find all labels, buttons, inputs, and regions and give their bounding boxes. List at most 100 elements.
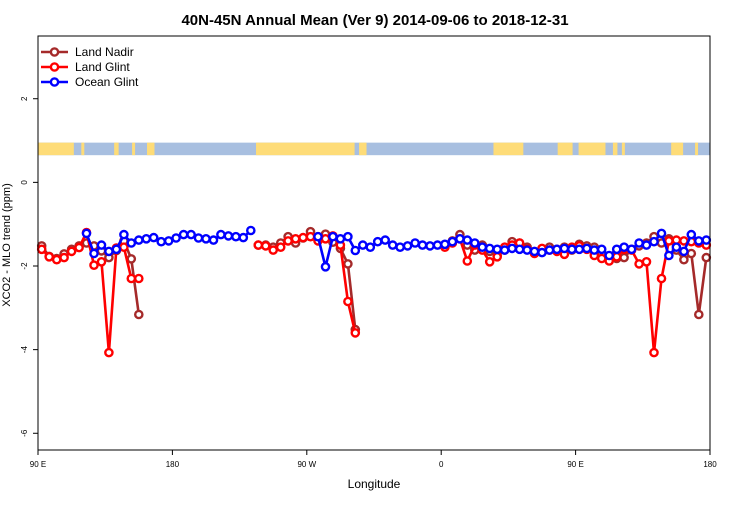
land-band xyxy=(114,142,119,156)
y-axis-label: XCO2 - MLO trend (ppm) xyxy=(1,183,13,306)
y-tick-label: 0 xyxy=(20,180,29,185)
legend-label: Land Glint xyxy=(75,60,130,74)
land-band xyxy=(147,142,155,156)
data-point xyxy=(133,309,144,320)
data-point xyxy=(357,240,368,250)
data-point xyxy=(320,233,331,244)
data-point xyxy=(268,245,279,255)
data-point xyxy=(604,250,615,261)
data-point xyxy=(350,328,361,338)
data-point xyxy=(119,229,129,240)
data-point xyxy=(81,228,92,239)
data-point xyxy=(552,244,562,255)
data-point xyxy=(567,244,577,255)
land-band xyxy=(359,142,367,156)
land-band xyxy=(671,142,684,156)
y-tick-label: -2 xyxy=(20,262,29,270)
data-point xyxy=(694,236,704,246)
data-point xyxy=(440,239,450,250)
data-point xyxy=(649,347,659,358)
data-point xyxy=(231,231,241,242)
y-tick-label: -6 xyxy=(20,429,29,437)
data-point xyxy=(686,248,697,259)
legend-marker xyxy=(49,47,60,57)
x-tick-label: 90 W xyxy=(297,460,316,469)
data-point xyxy=(671,242,682,252)
data-point xyxy=(163,236,174,246)
x-tick-label: 90 E xyxy=(567,460,583,469)
series-layer xyxy=(36,225,712,358)
data-point xyxy=(238,232,249,243)
land-band xyxy=(256,142,355,156)
data-point xyxy=(305,231,316,242)
series-ocean-glint xyxy=(81,225,712,272)
data-point xyxy=(611,251,622,262)
land-band xyxy=(38,142,74,156)
data-point xyxy=(36,244,47,255)
data-point xyxy=(410,238,420,248)
land-band xyxy=(695,142,699,156)
legend-label: Ocean Glint xyxy=(75,75,139,89)
data-point xyxy=(104,246,114,257)
data-point xyxy=(133,235,144,245)
data-point xyxy=(350,245,361,256)
data-point xyxy=(343,259,353,269)
data-point xyxy=(343,231,353,242)
land-band xyxy=(612,142,618,156)
legend-marker xyxy=(49,62,60,72)
data-point xyxy=(634,238,644,248)
data-point xyxy=(514,244,525,255)
data-point xyxy=(328,231,338,242)
data-point xyxy=(51,254,62,265)
data-point xyxy=(537,247,547,258)
data-point xyxy=(343,296,353,307)
data-point xyxy=(365,242,376,252)
data-point xyxy=(111,244,122,255)
data-point xyxy=(432,240,443,250)
data-point xyxy=(148,232,159,243)
data-point xyxy=(634,259,644,269)
data-point xyxy=(455,233,465,244)
data-point xyxy=(492,251,503,262)
data-point xyxy=(335,233,346,244)
data-point xyxy=(141,233,152,244)
data-point xyxy=(193,233,204,243)
data-point xyxy=(574,244,585,255)
data-point xyxy=(425,241,435,251)
data-point xyxy=(74,242,84,253)
data-point xyxy=(104,347,114,358)
data-point xyxy=(402,241,413,251)
chart-title: 40N-45N Annual Mean (Ver 9) 2014-09-06 t… xyxy=(181,12,568,29)
data-point xyxy=(701,235,712,245)
land-band xyxy=(621,142,625,156)
data-point xyxy=(701,252,712,263)
data-point xyxy=(559,243,570,254)
data-point xyxy=(126,273,137,284)
land-band xyxy=(578,142,606,156)
axes: 90 E 180 90 W 0 90 E 180 2 0 -2 -4 -6 xyxy=(20,96,717,469)
data-point xyxy=(66,246,77,257)
data-point xyxy=(275,242,286,252)
x-tick-label: 0 xyxy=(439,460,444,469)
data-point xyxy=(679,246,689,257)
data-point xyxy=(119,242,129,252)
data-point xyxy=(679,254,689,265)
data-point xyxy=(290,233,301,244)
data-point xyxy=(641,256,652,267)
data-point xyxy=(582,243,592,254)
data-point xyxy=(208,235,219,245)
data-point xyxy=(320,261,331,272)
ocean-band xyxy=(38,142,710,156)
data-point xyxy=(656,228,667,239)
data-point xyxy=(126,238,137,248)
data-point xyxy=(544,245,555,255)
data-point xyxy=(223,231,234,241)
land-band xyxy=(81,142,85,156)
data-point xyxy=(484,256,495,267)
x-tick-label: 90 E xyxy=(30,460,46,469)
data-point xyxy=(641,240,652,250)
legend-item: Land Nadir xyxy=(41,45,134,59)
data-point xyxy=(313,231,323,242)
